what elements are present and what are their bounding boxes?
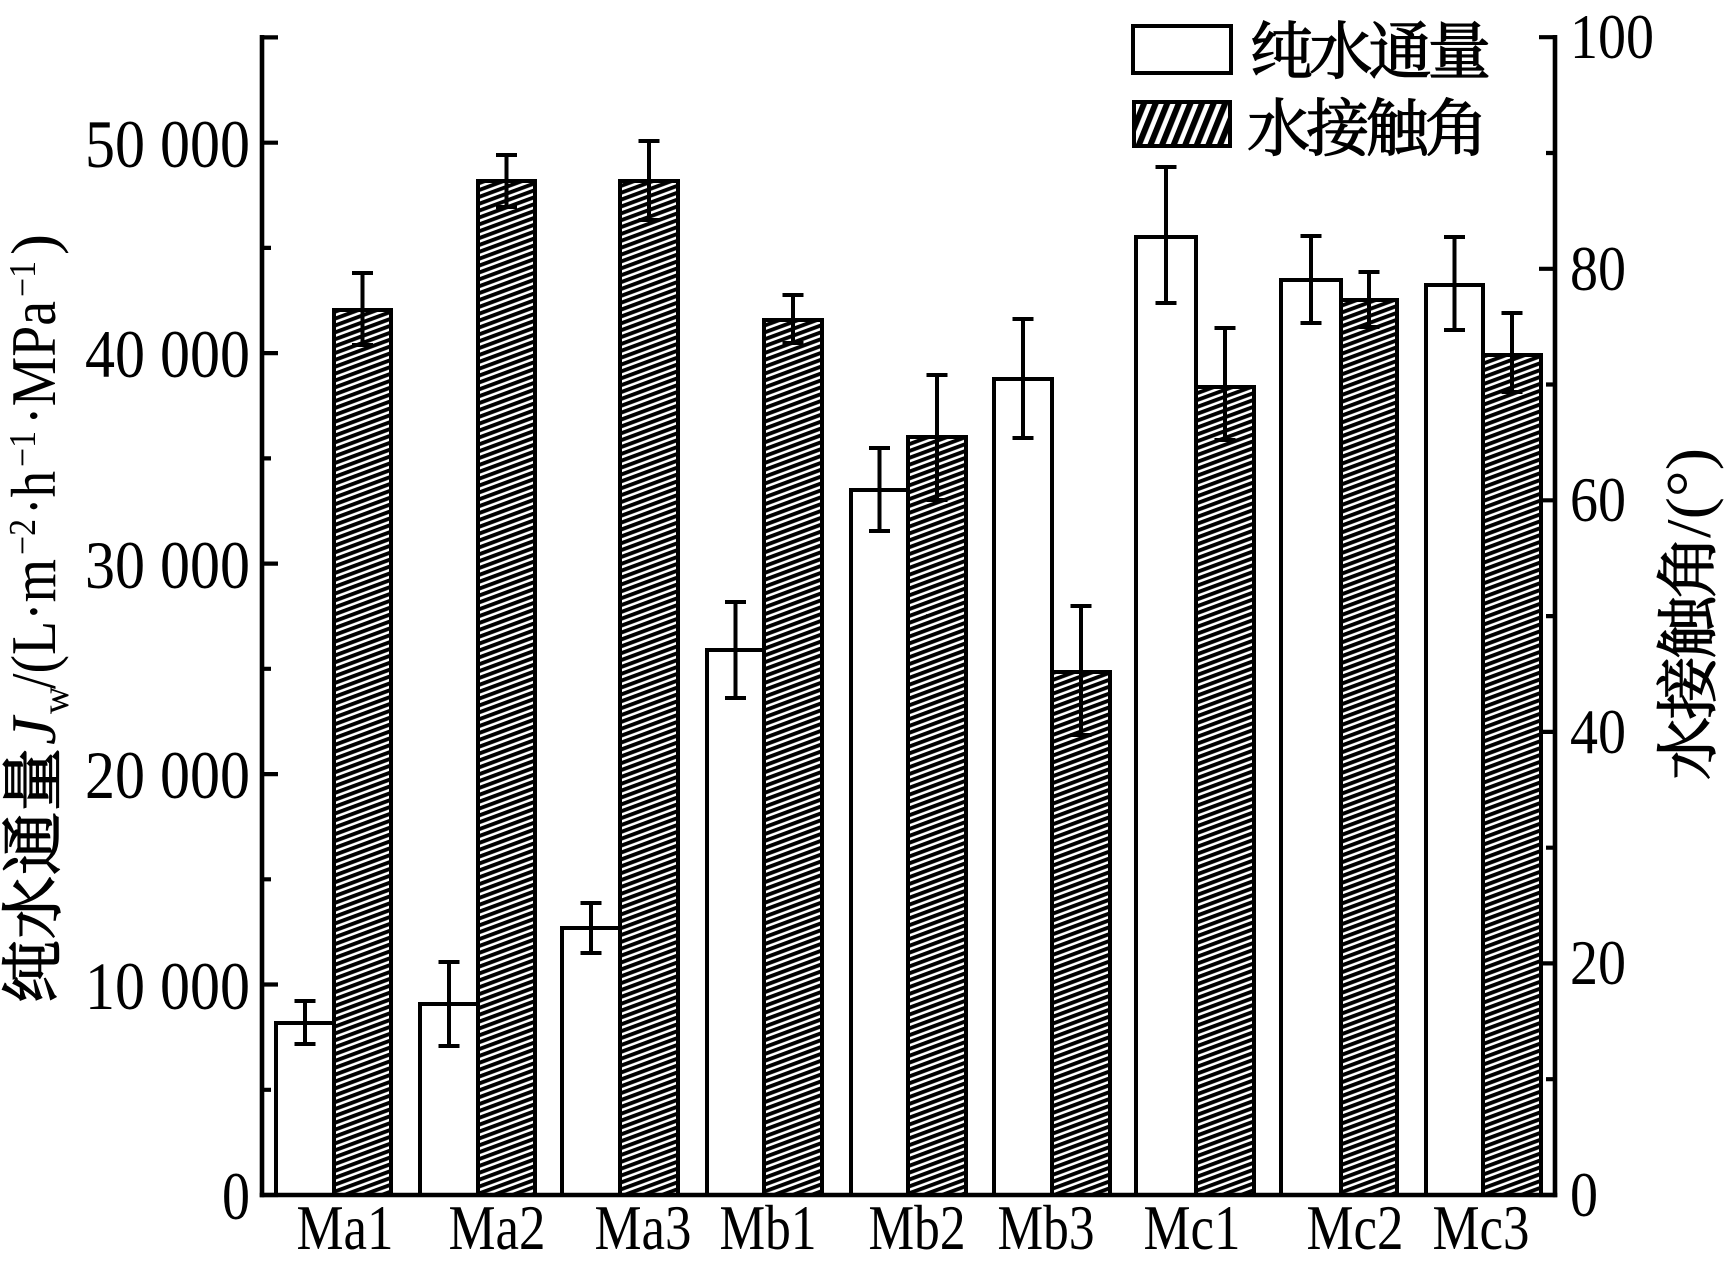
svg-text:·MPa: ·MPa xyxy=(0,301,69,425)
svg-text:J: J xyxy=(0,714,69,745)
svg-text:Ma2: Ma2 xyxy=(449,1193,546,1263)
svg-text:10 000: 10 000 xyxy=(85,948,250,1024)
svg-text:w: w xyxy=(35,686,77,714)
svg-text:−1: −1 xyxy=(2,261,44,297)
svg-text:−2: −2 xyxy=(2,519,44,555)
svg-text:Mb2: Mb2 xyxy=(869,1193,966,1263)
svg-text:·h: ·h xyxy=(0,471,69,515)
svg-text:/(°): /(°) xyxy=(1654,448,1724,538)
svg-text:Mc3: Mc3 xyxy=(1433,1193,1530,1263)
svg-text:30 000: 30 000 xyxy=(85,527,250,603)
svg-text:Mc2: Mc2 xyxy=(1307,1193,1404,1263)
svg-text:80: 80 xyxy=(1570,233,1626,304)
svg-text:20 000: 20 000 xyxy=(85,737,250,813)
svg-text:0: 0 xyxy=(222,1158,250,1234)
svg-text:Mb1: Mb1 xyxy=(720,1193,817,1263)
svg-text:50 000: 50 000 xyxy=(85,106,250,182)
svg-text:0: 0 xyxy=(1570,1159,1598,1230)
svg-text:/(L·m: /(L·m xyxy=(0,559,69,689)
svg-text:40: 40 xyxy=(1570,696,1626,767)
svg-text:100: 100 xyxy=(1570,1,1654,72)
svg-text:20: 20 xyxy=(1570,927,1626,998)
svg-text:): ) xyxy=(0,234,69,255)
svg-text:60: 60 xyxy=(1570,464,1626,535)
svg-text:Mb3: Mb3 xyxy=(998,1193,1095,1263)
svg-text:Ma3: Ma3 xyxy=(595,1193,692,1263)
svg-text:Mc1: Mc1 xyxy=(1144,1193,1241,1263)
svg-text:−1: −1 xyxy=(2,431,44,467)
svg-text:Ma1: Ma1 xyxy=(297,1193,394,1263)
svg-text:40 000: 40 000 xyxy=(85,316,250,392)
